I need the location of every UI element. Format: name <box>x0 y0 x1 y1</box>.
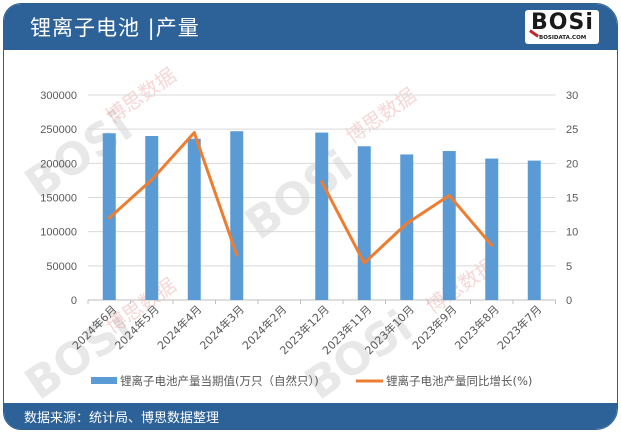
x-category-label: 2024年3月 <box>197 302 247 352</box>
bar <box>442 151 456 300</box>
y-left-tick-label: 150000 <box>40 193 77 205</box>
x-category-label: 2024年4月 <box>154 302 204 352</box>
y-left-tick-label: 50000 <box>46 261 77 273</box>
x-category-label: 2024年6月 <box>69 302 119 352</box>
bar <box>315 132 329 300</box>
y-right-tick-label: 0 <box>566 295 572 307</box>
bar <box>400 154 414 300</box>
x-category-label: 2023年9月 <box>409 302 459 352</box>
footer-bar: 数据来源：统计局、博思数据整理 <box>4 403 617 429</box>
y-right-tick-label: 25 <box>566 124 578 136</box>
y-right-tick-label: 30 <box>566 90 578 102</box>
x-category-label: 2023年8月 <box>452 302 502 352</box>
logo-text: BOSi <box>531 10 594 35</box>
bar <box>357 146 371 300</box>
bosi-logo: BOSi BOSIDATA.COM <box>525 10 599 44</box>
bar <box>230 131 244 300</box>
y-right-tick-label: 15 <box>566 193 578 205</box>
bar <box>145 136 159 300</box>
legend-line-label: 锂离子电池产量同比增长(%) <box>386 374 532 388</box>
y-right-tick-label: 5 <box>566 261 572 273</box>
legend-bar-swatch-icon <box>91 377 117 384</box>
y-right-tick-label: 10 <box>566 227 578 239</box>
bar <box>187 138 201 300</box>
legend-bar-label: 锂离子电池产量当期值(万只（自然只）) <box>120 374 319 388</box>
bar <box>485 158 499 300</box>
y-right-tick-label: 20 <box>566 158 578 170</box>
y-left-tick-label: 300000 <box>40 90 77 102</box>
data-source: 数据来源：统计局、博思数据整理 <box>24 411 220 426</box>
header-bar: 锂离子电池 |产量 BOSi BOSIDATA.COM <box>4 4 617 50</box>
yoy-growth-line <box>320 180 494 265</box>
y-left-tick-label: 100000 <box>40 227 77 239</box>
page-title: 锂离子电池 |产量 <box>30 16 200 40</box>
yoy-growth-line <box>107 131 239 257</box>
y-left-tick-label: 250000 <box>40 124 77 136</box>
bar <box>527 160 541 300</box>
y-left-tick-label: 0 <box>71 295 77 307</box>
x-category-label: 2023年7月 <box>494 302 544 352</box>
x-category-label: 2024年5月 <box>112 302 162 352</box>
logo-subtext: BOSIDATA.COM <box>539 35 587 41</box>
y-left-tick-label: 200000 <box>40 158 77 170</box>
